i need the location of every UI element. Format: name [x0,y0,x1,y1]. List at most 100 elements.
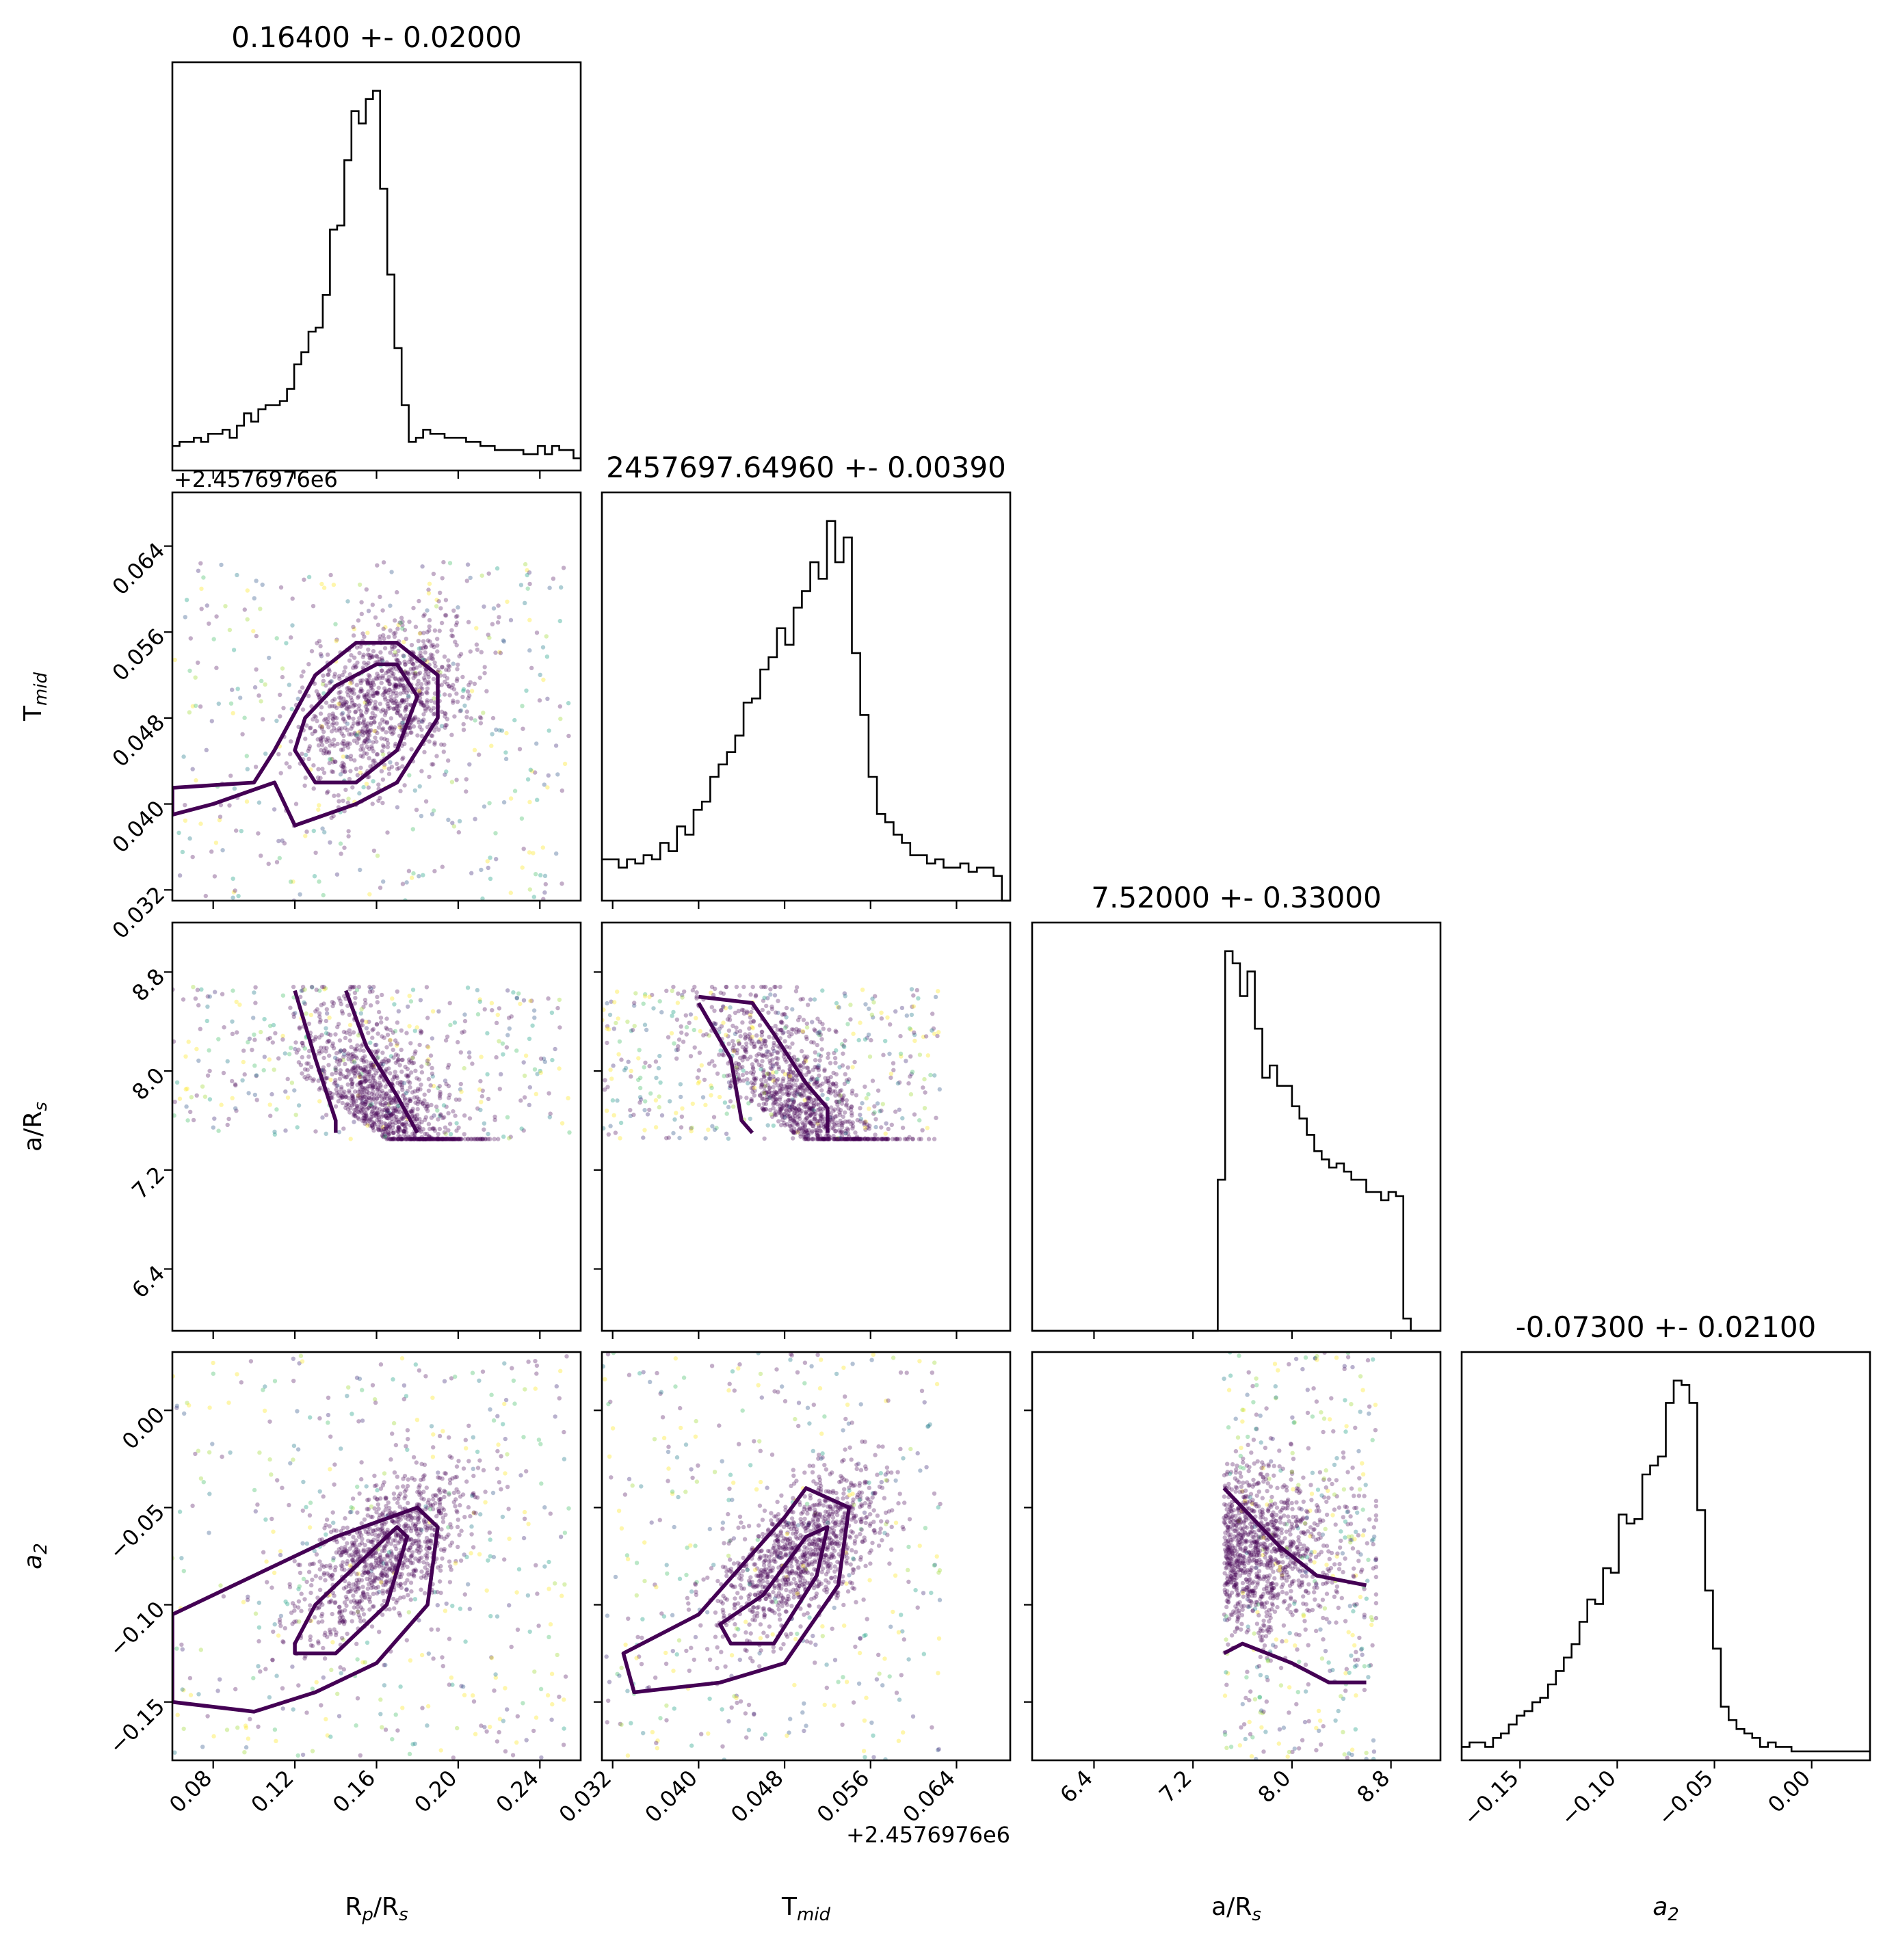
scatter-point [330,711,335,716]
scatter-point [311,1078,315,1083]
scatter-point [412,1133,417,1138]
scatter-point [794,1074,799,1078]
scatter-point [326,1600,332,1604]
scatter-point [524,1469,529,1474]
scatter-point [334,1059,339,1064]
scatter-point [498,650,503,656]
scatter-point [376,782,381,787]
scatter-point [401,716,406,721]
scatter-point [791,1136,795,1141]
scatter-point [809,1107,815,1112]
scatter-point [788,1070,793,1074]
scatter-point [367,756,371,760]
scatter-point [834,1048,839,1053]
scatter-point [413,1524,418,1528]
scatter-point [358,1048,363,1052]
scatter-point [278,1624,283,1628]
scatter-point [308,726,313,730]
scatter-point [400,756,405,762]
scatter-point [865,1137,870,1141]
scatter-point [382,690,387,695]
scatter-point [363,1113,368,1118]
scatter-point [180,1687,185,1692]
scatter-point [380,1483,385,1488]
scatter-point [412,1135,417,1140]
scatter-point [363,1101,369,1107]
scatter-point [395,1137,400,1141]
scatter-point [386,1111,391,1115]
scatter-point [820,1081,825,1086]
scatter-point [728,1084,733,1089]
scatter-point [394,1533,399,1537]
scatter-point [319,747,324,753]
scatter-point [412,1113,418,1119]
scatter-point [457,654,462,659]
scatter-point [847,1119,852,1124]
scatter-point [872,1137,877,1141]
scatter-point [332,672,337,676]
scatter-point [324,1026,328,1031]
scatter-point [814,1102,819,1107]
scatter-point [450,634,456,639]
scatter-point [370,802,375,806]
scatter-point [735,1050,739,1056]
scatter-point [840,1098,845,1103]
scatter-point [780,1105,785,1111]
scatter-point [400,1057,405,1062]
scatter-point [352,1542,357,1547]
scatter-point [778,1123,784,1128]
scatter-point [358,1082,363,1087]
scatter-point [445,1034,450,1039]
scatter-point [347,1583,352,1588]
scatter-point [302,1067,308,1072]
scatter-point [353,1552,358,1558]
scatter-point [391,1130,396,1135]
scatter-point [451,683,456,687]
scatter-point [804,1056,808,1061]
scatter-point [456,662,460,667]
scatter-point [306,1054,311,1059]
scatter-point [398,1079,403,1085]
scatter-point [313,1009,318,1014]
scatter-point [381,1091,386,1096]
scatter-point [806,1098,811,1104]
scatter-point [549,1010,555,1016]
scatter-point [401,755,406,760]
scatter-point [863,1127,868,1133]
scatter-point [772,1040,776,1046]
scatter-point [202,1094,208,1099]
scatter-point [442,692,447,697]
scatter-point [401,1113,406,1118]
scatter-point [237,1002,242,1007]
scatter-point [299,988,304,993]
scatter-point [482,1007,487,1012]
scatter-point [837,1065,842,1070]
scatter-point [371,1591,376,1596]
scatter-point [398,1582,403,1587]
scatter-point [418,631,423,635]
scatter-point [358,1081,363,1086]
scatter-point [365,1086,370,1091]
scatter-point [525,586,530,591]
scatter-point [431,1137,436,1141]
scatter-point [389,1113,393,1117]
scatter-point [674,1048,679,1052]
scatter-point [324,751,328,756]
scatter-point [806,1003,811,1007]
scatter-point [230,1031,235,1037]
scatter-point [209,719,214,724]
scatter-point [318,711,324,716]
scatter-point [373,1111,379,1117]
scatter-point [495,1448,500,1454]
scatter-point [507,1603,512,1608]
scatter-point [428,1502,433,1507]
scatter-point [291,984,296,990]
scatter-point [743,1032,748,1037]
scatter-point [344,1603,349,1608]
scatter-point [308,1064,314,1070]
scatter-point [421,703,425,708]
scatter-point [893,1109,898,1114]
scatter-point [273,1031,278,1036]
scatter-point [389,1100,394,1105]
scatter-point [246,1039,250,1045]
